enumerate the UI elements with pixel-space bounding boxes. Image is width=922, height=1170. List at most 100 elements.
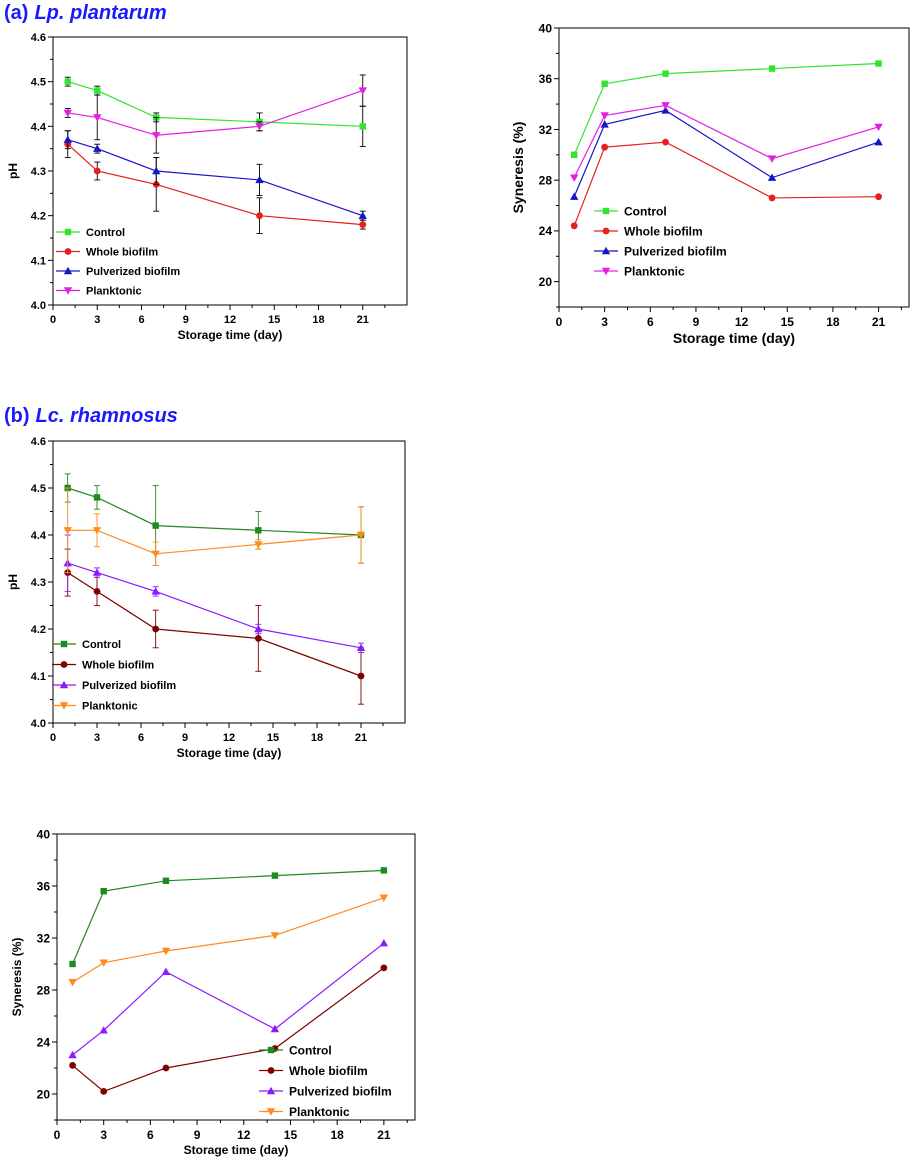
series-line [72,869,384,965]
panel-tag-a: (a) [4,2,29,24]
legend-item-pulverized-biofilm: Pulverized biofilm [259,1084,392,1098]
data-point [162,1064,170,1072]
legend-marker [60,640,68,648]
series-planktonic [570,102,883,182]
panel-label-a: (a) Lp. plantarum [4,2,167,25]
legend-label: Control [289,1043,332,1057]
y-tick-label: 4.4 [31,530,47,542]
legend-item-pulverized-biofilm: Pulverized biofilm [594,244,727,258]
data-point [661,106,670,114]
data-point [63,135,72,143]
legend-b-syn: Control Whole biofilm Pulverized biofilm Pl… [259,1043,392,1119]
x-tick-label: 15 [284,1128,298,1142]
x-tick-label: 12 [735,315,749,329]
series-pulverized-biofilm [63,130,367,221]
series-control [64,473,365,566]
series-control [571,60,882,159]
y-tick-label: 32 [37,931,51,945]
y-tick-label: 28 [37,983,51,997]
x-tick-label: 21 [377,1128,391,1142]
data-point [92,527,102,535]
x-tick-label: 0 [556,315,563,329]
data-point [571,151,578,159]
data-point [570,174,579,182]
legend-item-whole-biofilm: Whole biofilm [56,246,158,258]
data-point [359,221,367,229]
data-point [92,568,102,576]
y-tick-label: 4.1 [31,671,46,683]
legend-marker [64,228,72,236]
data-point [661,102,670,110]
series-line [573,109,879,197]
legend-b-ph: Control Whole biofilm Pulverized biofilm Pl… [52,639,176,712]
panel-label-b: (b) Lc. rhamnosus [4,405,178,428]
y-tick-label: 4.2 [31,624,46,636]
data-point [93,494,101,501]
x-tick-label: 9 [182,732,188,744]
data-point [152,522,159,529]
y-tick-label: 40 [37,827,51,841]
series-pulverized-biofilm [68,939,389,1059]
y-tick-label: 36 [37,879,51,893]
legend-label: Whole biofilm [86,246,158,258]
x-axis-label: Storage time (day) [184,1143,289,1157]
data-point [254,541,263,549]
data-point [69,1062,76,1069]
y-tick-label: 4.5 [31,483,46,495]
data-point [93,588,101,595]
x-tick-label: 18 [312,314,324,326]
x-tick-label: 15 [781,315,795,329]
legend-marker [601,246,611,255]
data-point [255,123,264,131]
data-point [379,939,389,947]
x-tick-label: 6 [147,1128,154,1142]
legend-label: Control [624,204,667,218]
plot-frame [558,27,910,308]
legend-marker [267,1067,275,1074]
x-axis-label: Storage time (day) [177,746,282,760]
series-line [67,487,362,536]
series-pulverized-biofilm [63,534,366,653]
legend-marker [64,248,72,255]
legend-marker [63,287,73,295]
x-tick-label: 12 [223,732,235,744]
y-axis-label: pH [6,574,20,590]
y-tick-label: 24 [539,224,553,238]
y-tick-label: 4.1 [31,255,46,267]
legend-marker [266,1108,276,1116]
data-point [875,193,882,201]
x-tick-label: 15 [267,732,279,744]
data-point [161,947,171,956]
legend-item-control: Control [259,1043,332,1057]
legend-item-planktonic: Planktonic [594,264,685,278]
y-tick-label: 4.0 [31,718,46,730]
data-point [93,167,101,175]
y-tick-label: 4.0 [31,300,46,312]
data-point [68,1050,77,1059]
legend-item-whole-biofilm: Whole biofilm [259,1064,368,1078]
y-tick-label: 40 [539,21,553,35]
legend-label: Control [82,639,121,651]
data-point [162,877,170,884]
y-tick-label: 28 [539,174,553,188]
data-point [768,194,776,202]
y-tick-label: 24 [37,1035,51,1049]
legend-label: Whole biofilm [82,659,154,671]
x-tick-label: 9 [194,1128,201,1142]
legend-marker [602,207,610,215]
legend-label: Whole biofilm [624,224,703,238]
series-line [67,81,363,127]
legend-marker [59,680,69,689]
x-tick-label: 18 [330,1128,344,1142]
x-tick-label: 0 [54,1128,61,1142]
data-point [100,1088,108,1095]
series-pulverized-biofilm [570,106,883,200]
legend-item-whole-biofilm: Whole biofilm [52,659,154,671]
legend-item-planktonic: Planktonic [52,700,138,712]
data-point [600,120,609,128]
series-line [67,529,362,555]
x-tick-label: 6 [138,314,144,326]
x-tick-label: 12 [237,1128,251,1142]
x-tick-label: 18 [826,315,840,329]
